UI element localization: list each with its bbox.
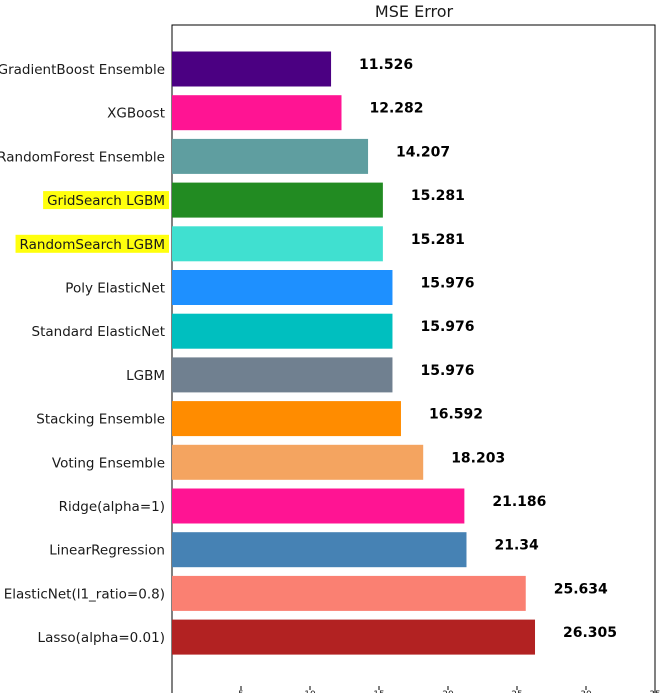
bar — [172, 270, 393, 305]
category-label: XGBoost — [107, 106, 165, 122]
x-tick-label: 15 — [373, 690, 384, 693]
x-tick-label: 30 — [580, 690, 592, 693]
category-labels: GradientBoost Ensemble XGBoost RandomFores… — [0, 62, 165, 646]
value-labels: 11.526 12.282 14.207 15.281 15.281 15.976 15.9… — [359, 57, 617, 641]
bar — [172, 575, 526, 611]
x-tick-label: 10 — [304, 690, 316, 693]
category-label: RandomForest Ensemble — [0, 149, 165, 165]
category-label: Voting Ensemble — [52, 455, 165, 471]
category-label: GridSearch LGBM — [47, 193, 165, 209]
bar — [172, 51, 332, 87]
value-label: 11.526 — [359, 57, 413, 73]
category-label: ElasticNet(l1_ratio=0.8) — [4, 586, 165, 602]
category-label: Standard ElasticNet — [32, 324, 165, 340]
x-tick-label: 20 — [442, 690, 454, 693]
category-label: Lasso(alpha=0.01) — [38, 630, 165, 646]
label-highlight-marker — [15, 234, 169, 253]
value-label: 12.282 — [369, 101, 423, 117]
value-label: 15.976 — [420, 319, 474, 335]
x-tick-label: 5 — [238, 690, 244, 693]
category-label: Ridge(alpha=1) — [59, 499, 165, 515]
x-tick-label: 35 — [649, 690, 660, 693]
category-label: Poly ElasticNet — [65, 281, 165, 297]
label-highlight-marker — [43, 191, 169, 210]
value-label: 14.207 — [396, 144, 450, 160]
value-label: 18.203 — [451, 450, 505, 466]
category-label: LGBM — [126, 368, 165, 384]
bar — [172, 95, 342, 131]
category-label: RandomSearch LGBM — [20, 237, 165, 253]
value-label: 15.976 — [420, 363, 474, 379]
bar — [172, 488, 465, 524]
highlight-layer — [15, 191, 169, 253]
bar — [172, 444, 424, 480]
bar — [172, 619, 536, 655]
value-label: 15.281 — [411, 232, 465, 248]
bar — [172, 401, 401, 437]
chart-title: MSE Error — [375, 2, 454, 21]
bar — [172, 182, 383, 218]
category-label: LinearRegression — [49, 543, 165, 559]
bar — [172, 357, 393, 393]
bar — [172, 226, 383, 262]
bar — [172, 313, 393, 349]
value-label: 26.305 — [563, 625, 617, 641]
value-label: 15.281 — [411, 188, 465, 204]
category-label: GradientBoost Ensemble — [0, 62, 165, 78]
category-label: Stacking Ensemble — [36, 412, 165, 428]
x-axis: 5 10 15 20 25 30 35 — [238, 686, 661, 693]
x-tick-label: 25 — [511, 690, 522, 693]
value-label: 16.592 — [429, 407, 483, 423]
bar — [172, 138, 369, 174]
value-label: 25.634 — [554, 581, 608, 597]
value-label: 21.34 — [494, 538, 539, 554]
bars-group — [172, 51, 536, 655]
value-label: 21.186 — [492, 494, 546, 510]
value-label: 15.976 — [420, 276, 474, 292]
bar — [172, 532, 467, 568]
